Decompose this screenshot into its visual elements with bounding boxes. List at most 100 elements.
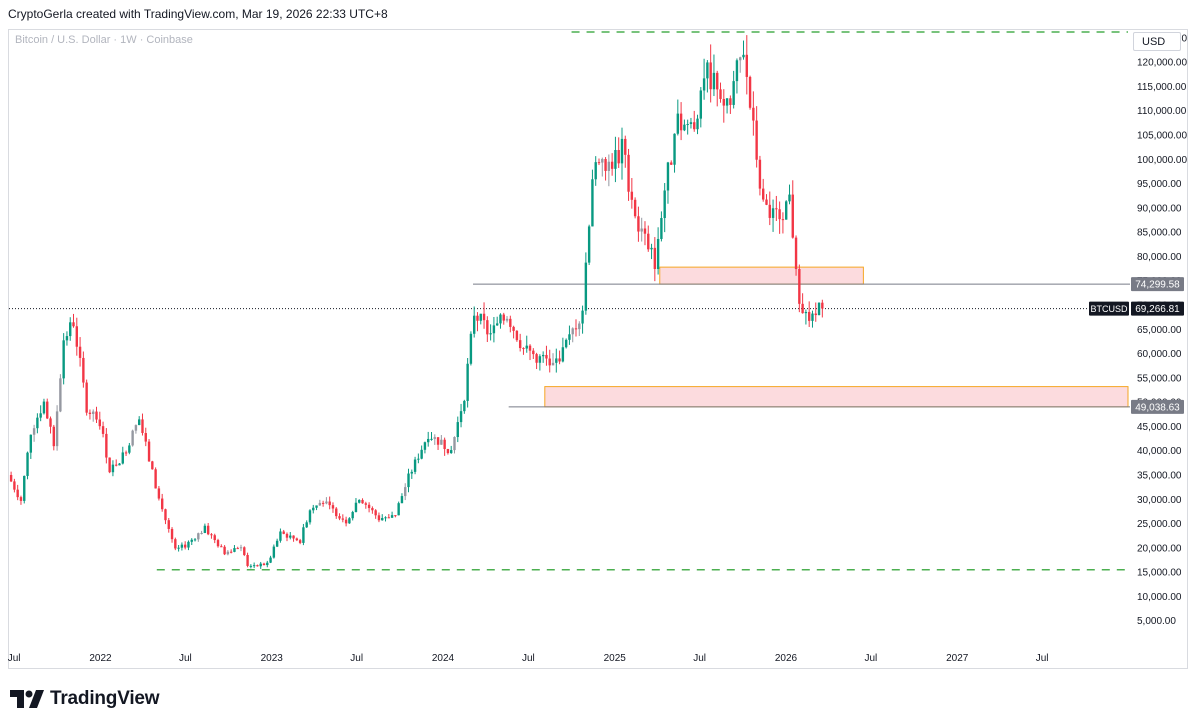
candle-body — [518, 340, 522, 349]
candle-body — [775, 208, 778, 210]
candle-body — [686, 124, 689, 126]
candle-body — [377, 515, 381, 521]
candle-body — [65, 336, 69, 341]
candle-body — [788, 194, 791, 202]
x-axis-tick-label: 2027 — [946, 653, 969, 664]
candle-body — [821, 302, 824, 309]
candle-body — [252, 565, 256, 567]
candle-body — [279, 531, 282, 541]
x-axis-tick-label: Jul — [350, 653, 363, 664]
candle-body — [69, 322, 72, 337]
candle-body — [246, 554, 249, 566]
candle-body — [13, 481, 16, 490]
candle-body — [59, 378, 62, 412]
candle-body — [23, 475, 26, 501]
candle-body — [243, 547, 246, 555]
candle-body — [92, 411, 95, 414]
candle-body — [597, 162, 601, 164]
candle-body — [798, 269, 801, 304]
candle-body — [308, 510, 312, 523]
candle-body — [206, 525, 210, 535]
candles-group — [9, 35, 824, 569]
candle-body — [768, 204, 771, 218]
candle-body — [719, 89, 722, 99]
candle-body — [555, 358, 558, 363]
candle-body — [568, 334, 571, 340]
candle-body — [272, 546, 276, 558]
chart-frame — [8, 29, 1188, 669]
candle-body — [709, 62, 712, 90]
candle-body — [794, 237, 798, 270]
candle-body — [748, 76, 752, 108]
y-axis-tick-label: 60,000.00 — [1137, 349, 1182, 360]
candle-body — [693, 122, 696, 130]
candle-body — [72, 322, 75, 327]
candle-body — [108, 457, 111, 473]
candle-body — [275, 540, 279, 547]
candle-body — [42, 401, 46, 414]
level-price-tag-2 — [1131, 399, 1184, 414]
candle-body — [656, 238, 660, 269]
support-zone-2 — [544, 386, 1129, 408]
candle-body — [400, 496, 404, 504]
candle-body — [348, 518, 351, 524]
y-axis-tick-label: 40,000.00 — [1137, 446, 1182, 457]
candle-body — [535, 354, 538, 363]
x-axis-tick-label: Jul — [693, 653, 706, 664]
candle-body — [344, 519, 348, 524]
candle-body — [594, 162, 597, 180]
candle-body — [502, 314, 505, 321]
candle-body — [814, 313, 817, 316]
candle-body — [124, 452, 128, 454]
candle-body — [298, 540, 302, 543]
candle-body — [604, 159, 607, 171]
y-axis-tick-label: 105,000.00 — [1137, 131, 1187, 142]
candle-body — [354, 502, 358, 513]
currency-button[interactable]: USD — [1133, 32, 1181, 51]
candle-body — [26, 452, 29, 476]
candle-body — [443, 439, 446, 450]
candle-body — [220, 546, 223, 548]
support-zone-1 — [659, 266, 864, 285]
candle-body — [545, 354, 548, 359]
candle-body — [52, 426, 56, 447]
candle-body — [561, 347, 565, 362]
candle-body — [292, 535, 295, 539]
candle-body — [617, 150, 620, 164]
candle-body — [538, 356, 542, 363]
candle-body — [614, 150, 617, 169]
symbol-title: Bitcoin / U.S. Dollar · 1W · Coinbase — [15, 34, 193, 46]
candle-body — [742, 54, 745, 58]
y-axis-tick-label: 90,000.00 — [1137, 203, 1182, 214]
candle-body — [128, 445, 131, 453]
candle-body — [335, 508, 338, 517]
candle-body — [364, 503, 368, 505]
candle-body — [315, 505, 318, 508]
candle-body — [558, 358, 561, 362]
candle-body — [423, 442, 427, 450]
candle-body — [361, 499, 364, 504]
candle-body — [801, 303, 804, 314]
candle-body — [762, 188, 765, 200]
candle-body — [633, 199, 637, 217]
candle-body — [650, 247, 653, 250]
y-axis-tick-label: 95,000.00 — [1137, 179, 1182, 190]
x-axis-tick-label: Jul — [864, 653, 877, 664]
candle-body — [9, 475, 13, 482]
candle-body — [578, 323, 581, 330]
tradingview-brand[interactable]: TradingView — [10, 687, 160, 711]
candle-body — [29, 434, 33, 453]
candle-body — [236, 548, 239, 550]
candle-body — [528, 345, 532, 351]
candle-body — [420, 449, 423, 459]
ticker-label: BTCUSD — [1090, 304, 1128, 314]
candle-body — [571, 328, 574, 335]
x-axis-tick-label: 2022 — [89, 653, 112, 664]
candle-body — [706, 62, 709, 79]
candle-body — [295, 538, 299, 541]
candle-body — [358, 499, 361, 503]
y-axis-tick-label: 120,000.00 — [1137, 58, 1187, 69]
candle-body — [781, 219, 785, 221]
candle-body — [256, 565, 259, 567]
